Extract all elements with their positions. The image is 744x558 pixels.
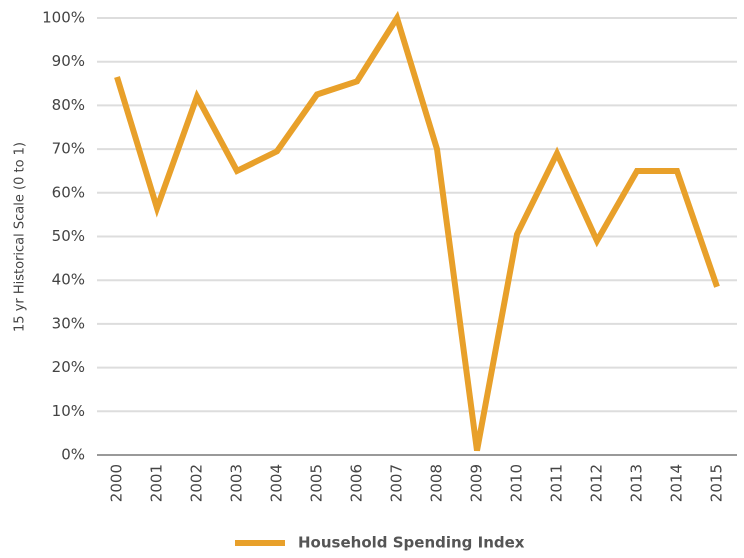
x-tick-label: 2004: [268, 464, 286, 502]
x-tick-label: 2007: [388, 464, 406, 502]
y-tick-label: 80%: [52, 96, 85, 114]
x-tick-label: 2011: [548, 464, 566, 502]
x-tick-label: 2006: [348, 464, 366, 502]
x-tick-label: 2009: [468, 464, 486, 502]
y-tick-label: 0%: [61, 446, 85, 464]
x-tick-label: 2010: [508, 464, 526, 502]
y-tick-label: 100%: [42, 9, 85, 27]
x-tick-label: 2002: [188, 464, 206, 502]
series-line: [114, 10, 720, 452]
y-tick-label: 70%: [52, 140, 85, 158]
y-tick-label: 10%: [52, 402, 85, 420]
y-tick-label: 20%: [52, 358, 85, 376]
x-tick-label: 2013: [628, 464, 646, 502]
y-tick-label: 50%: [52, 227, 85, 245]
x-tick-label: 2014: [668, 464, 686, 502]
x-tick-label: 2000: [108, 464, 126, 502]
y-tick-label: 30%: [52, 314, 85, 332]
x-tick-label: 2012: [588, 464, 606, 502]
y-tick-label: 90%: [52, 52, 85, 70]
x-tick-label: 2015: [708, 464, 726, 502]
y-axis-title: 15 yr Historical Scale (0 to 1): [13, 142, 28, 332]
x-tick-label: 2001: [148, 464, 166, 502]
legend-label: Household Spending Index: [298, 534, 525, 552]
x-tick-label: 2008: [428, 464, 446, 502]
y-tick-label: 60%: [52, 183, 85, 201]
x-tick-label: 2005: [308, 464, 326, 502]
x-tick-label: 2003: [228, 464, 246, 502]
y-tick-label: 40%: [52, 271, 85, 289]
